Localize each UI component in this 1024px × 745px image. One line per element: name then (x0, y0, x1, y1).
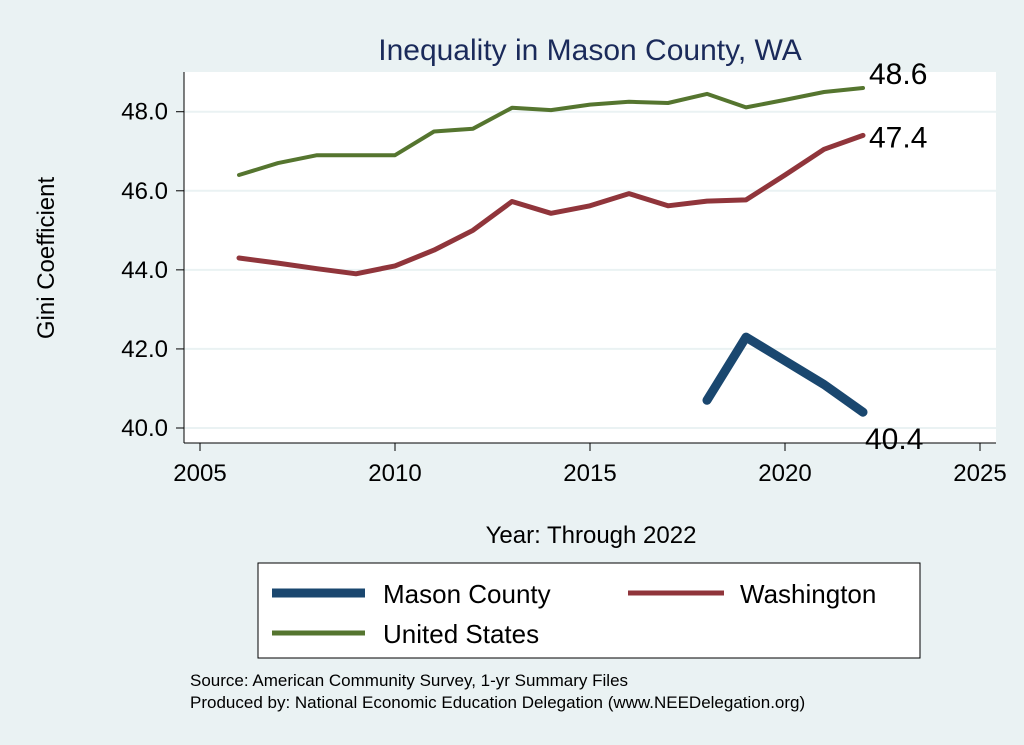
legend-label-united-states: United States (383, 619, 539, 649)
y-tick-label: 46.0 (121, 178, 168, 205)
chart-title: Inequality in Mason County, WA (378, 34, 802, 67)
end-labels: 40.4 47.4 48.6 (865, 58, 927, 456)
y-axis-title: Gini Coefficient (33, 177, 60, 340)
y-tick-label: 44.0 (121, 257, 168, 284)
y-tick-label: 48.0 (121, 99, 168, 126)
legend-label-washington: Washington (740, 579, 876, 609)
x-tick-label: 2015 (563, 460, 616, 487)
x-tick-label: 2010 (368, 460, 421, 487)
y-tick-label: 40.0 (121, 415, 168, 442)
series-lines (236, 86, 868, 417)
y-tick-label: 42.0 (121, 336, 168, 363)
series-line-mason-county (702, 332, 868, 417)
source-note: Source: American Community Survey, 1-yr … (190, 671, 628, 690)
end-label-washington: 47.4 (869, 121, 927, 154)
series-line-united-states (237, 86, 865, 177)
x-tick-label: 2005 (173, 460, 226, 487)
x-axis-title: Year: Through 2022 (486, 522, 697, 549)
end-label-united-states: 48.6 (869, 58, 927, 91)
end-label-mason-county: 40.4 (865, 423, 923, 456)
x-tick-label: 2020 (758, 460, 811, 487)
legend-label-mason-county: Mason County (383, 579, 551, 609)
x-ticks: 2005 2010 2015 2020 2025 (173, 443, 1007, 487)
legend: Mason County Washington United States (257, 562, 921, 659)
y-ticks: 40.0 42.0 44.0 46.0 48.0 (121, 99, 184, 442)
x-tick-label: 2025 (953, 460, 1006, 487)
producer-note: Produced by: National Economic Education… (190, 693, 805, 712)
series-line-washington (236, 132, 866, 277)
legend-box (257, 562, 921, 659)
